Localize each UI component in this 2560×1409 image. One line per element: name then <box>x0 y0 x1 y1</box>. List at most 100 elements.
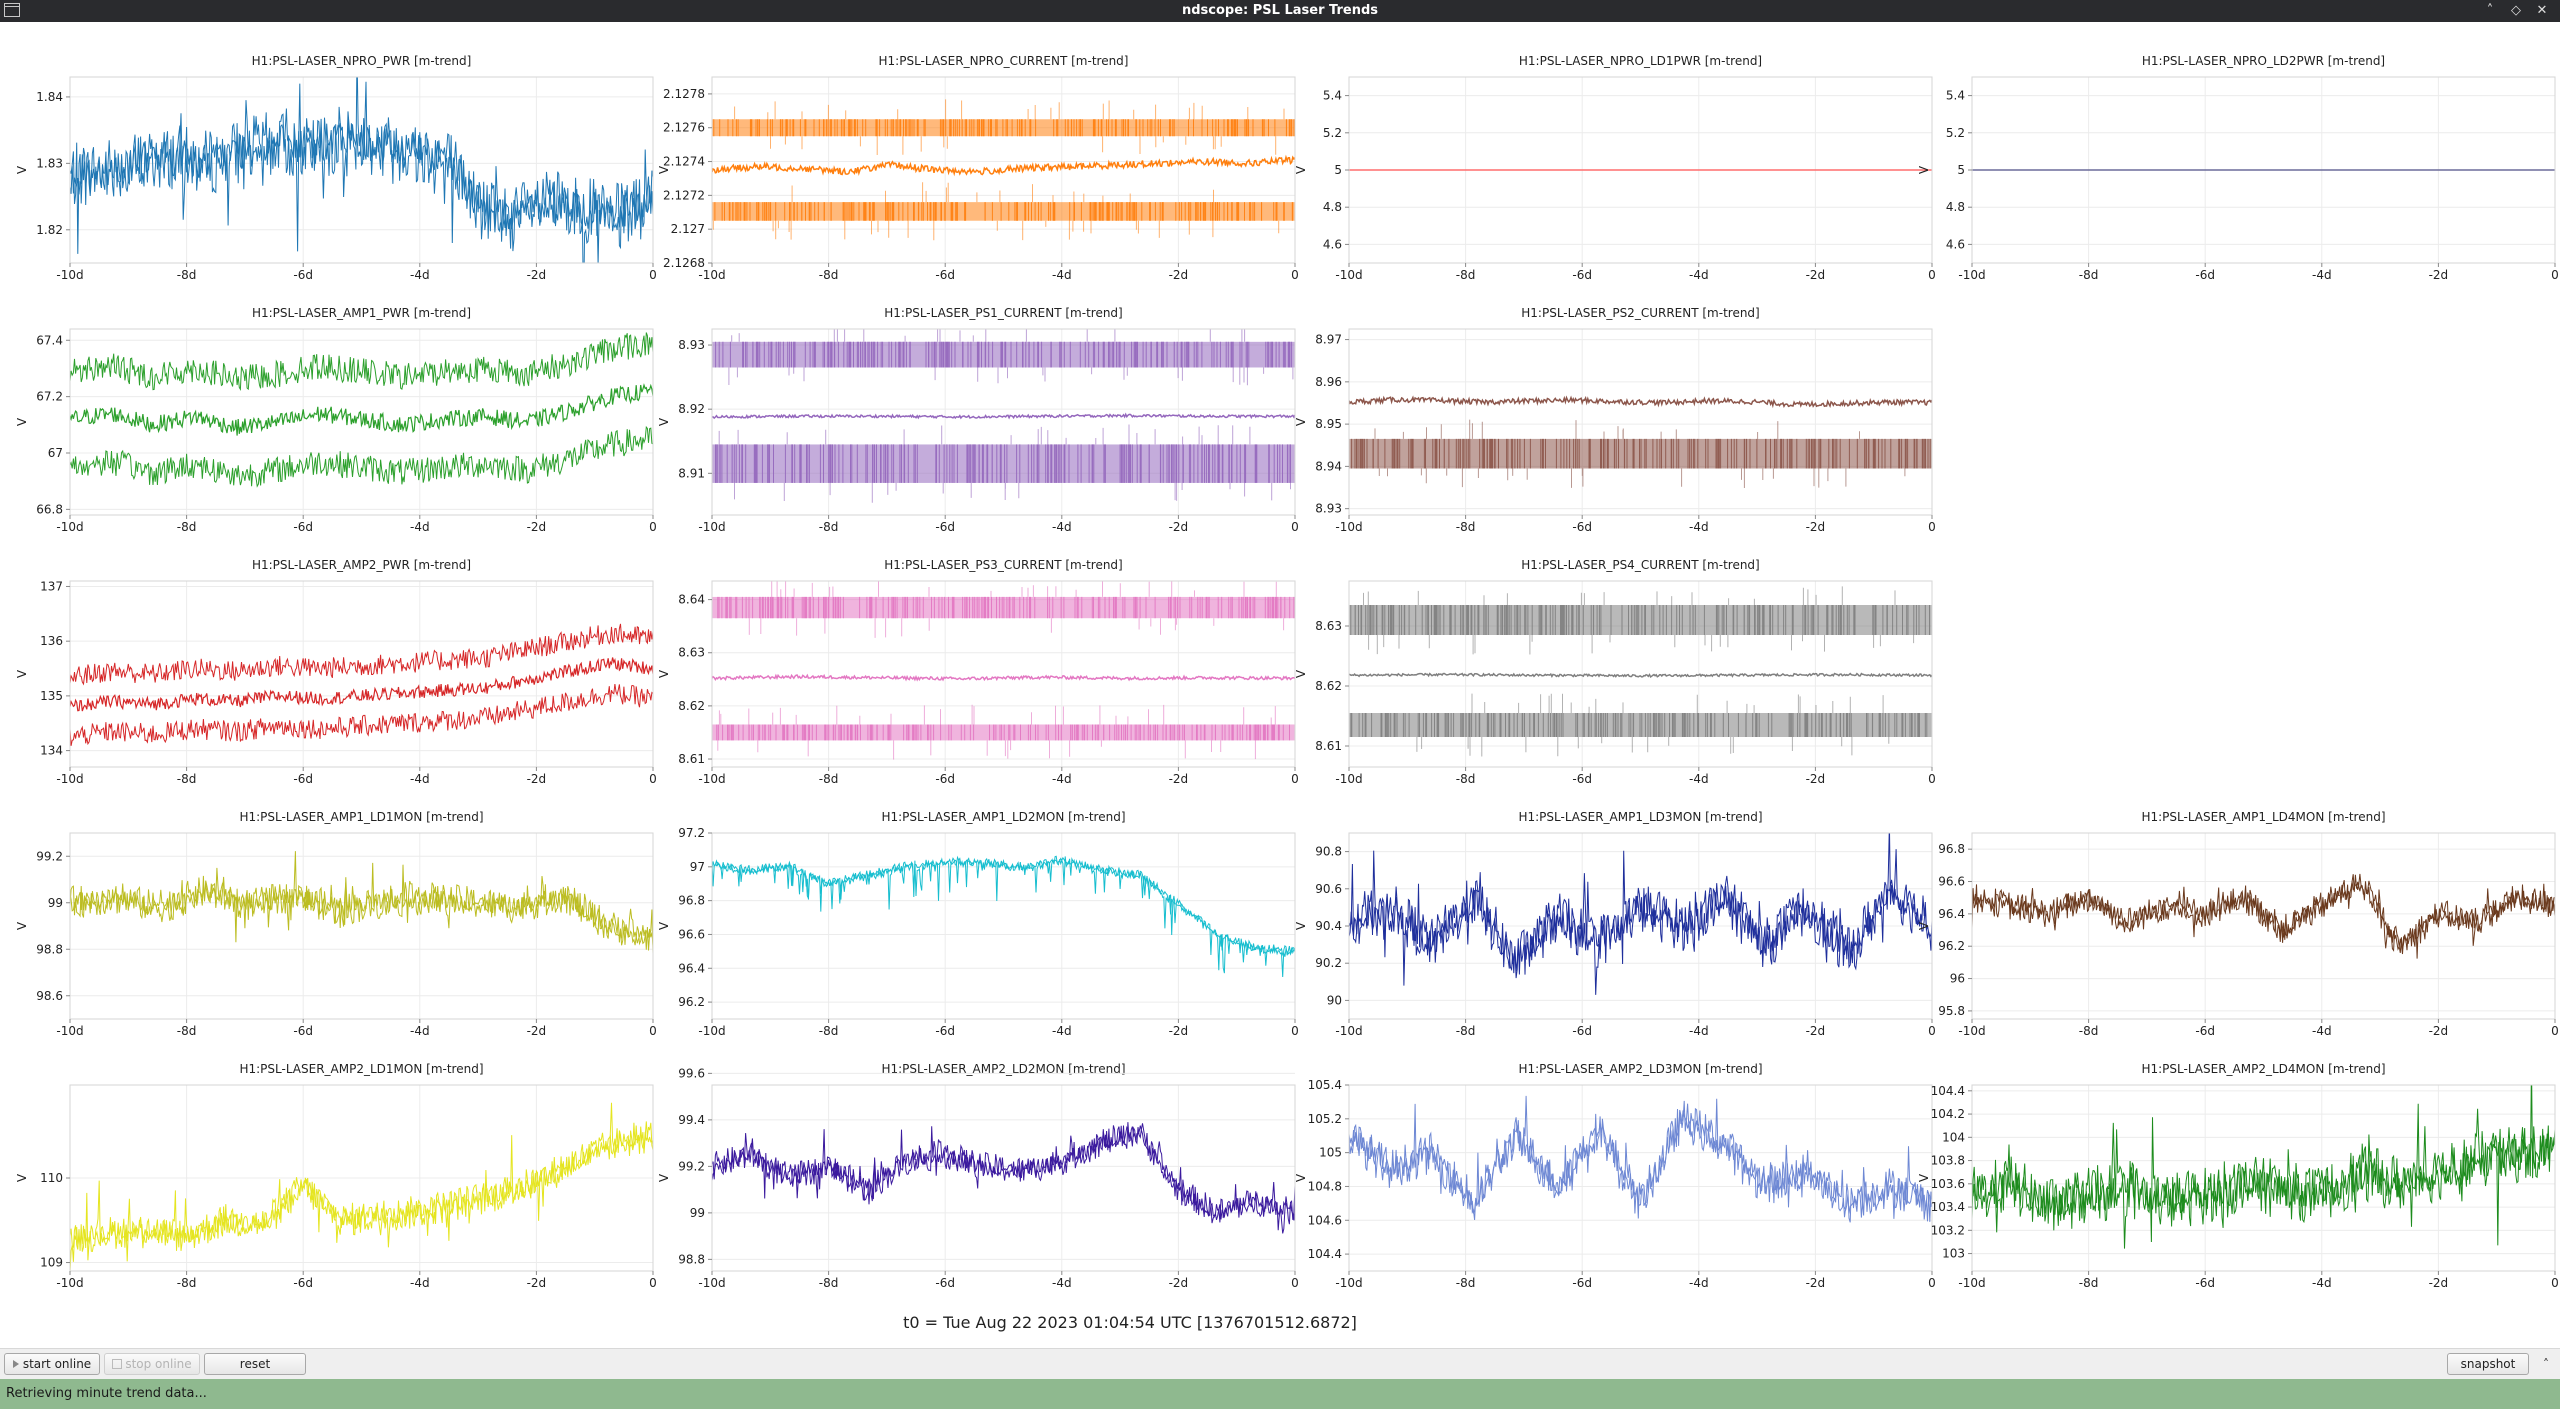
y-tick-label: 103 <box>1942 1247 1965 1261</box>
plot-grid[interactable]: H1:PSL-LASER_NPRO_PWR [m-trend] V 1.82 1.83… <box>0 22 2560 1312</box>
series-mean-line <box>712 154 1295 177</box>
x-tick-label: -10d <box>698 268 725 282</box>
x-tick-label: -2d <box>1806 268 1826 282</box>
y-tick-label: 67.4 <box>36 333 63 347</box>
x-tick-label: -2d <box>2429 1024 2449 1038</box>
plot-amp2_ld4mon[interactable]: H1:PSL-LASER_AMP2_LD4MON [m-trend] V 103 10… <box>1917 1062 2559 1290</box>
y-tick-label: 8.61 <box>1315 739 1342 753</box>
y-tick-label: 104.6 <box>1308 1213 1342 1227</box>
x-tick-label: 0 <box>1928 268 1936 282</box>
x-tick-label: -2d <box>527 520 547 534</box>
y-tick-label: 99.2 <box>678 1159 705 1173</box>
y-tick-label: 2.127 <box>671 222 705 236</box>
x-tick-label: -6d <box>935 1276 955 1290</box>
stop-online-button[interactable]: stop online <box>104 1353 200 1375</box>
y-tick-label: 104.4 <box>1308 1247 1342 1261</box>
plot-npro_current[interactable]: H1:PSL-LASER_NPRO_CURRENT [m-trend]V2.12… <box>657 54 1299 282</box>
y-tick-label: 1.84 <box>36 90 63 104</box>
plot-ps1_current[interactable]: H1:PSL-LASER_PS1_CURRENT [m-trend] V 8.91 8… <box>657 306 1299 534</box>
y-tick-label: 2.1274 <box>663 155 705 169</box>
series-max-line <box>70 332 653 391</box>
y-axis-label: V <box>657 669 671 678</box>
plot-ps2_current[interactable]: H1:PSL-LASER_PS2_CURRENT [m-trend] V 8.93 8… <box>1294 306 1936 534</box>
band-spikes <box>1374 419 1906 488</box>
x-tick-label: 0 <box>1291 1024 1299 1038</box>
plot-amp2_ld3mon[interactable]: H1:PSL-LASER_AMP2_LD3MON [m-trend] V 104.4… <box>1294 1062 1936 1290</box>
y-tick-label: 90.8 <box>1315 845 1342 859</box>
plot-amp1_ld3mon[interactable]: H1:PSL-LASER_AMP1_LD3MON [m-trend] V 90 90.… <box>1294 810 1936 1038</box>
x-tick-label: -8d <box>177 1276 197 1290</box>
y-tick-label: 8.63 <box>1315 619 1342 633</box>
series-group <box>1349 833 1932 995</box>
maximize-icon[interactable]: ◇ <box>2511 3 2521 18</box>
y-tick-label: 96.6 <box>678 927 705 941</box>
start-online-button[interactable]: start online <box>4 1353 100 1375</box>
x-tick-label: -8d <box>819 1024 839 1038</box>
x-tick-label: -10d <box>698 1024 725 1038</box>
x-tick-label: -2d <box>527 772 547 786</box>
x-tick-label: -2d <box>1806 772 1826 786</box>
snapshot-button[interactable]: snapshot <box>2447 1353 2529 1375</box>
y-axis-label: V <box>15 921 29 930</box>
chevron-up-icon[interactable]: ˄ <box>2543 1357 2549 1371</box>
series-group <box>712 855 1295 978</box>
x-tick-label: -4d <box>410 268 430 282</box>
series-group <box>70 332 653 488</box>
plot-amp1_pwr[interactable]: H1:PSL-LASER_AMP1_PWR [m-trend] V 66.8 67 67… <box>15 306 657 534</box>
plot-amp1_ld4mon[interactable]: H1:PSL-LASER_AMP1_LD4MON [m-trend] V 95.8 9… <box>1917 810 2559 1038</box>
plot-npro_pwr[interactable]: H1:PSL-LASER_NPRO_PWR [m-trend] V 1.82 1.83… <box>15 51 657 311</box>
x-tick-label: -2d <box>1169 1024 1189 1038</box>
x-tick-label: -4d <box>410 772 430 786</box>
series-line <box>70 77 653 263</box>
series-mean-line <box>1972 873 2555 953</box>
x-tick-label: -10d <box>1335 772 1362 786</box>
plot-npro_ld1pwr[interactable]: H1:PSL-LASER_NPRO_LD1PWR [m-trend] V 4.6 4.… <box>1294 54 1936 282</box>
app-icon[interactable] <box>4 3 20 17</box>
x-tick-label: -8d <box>1456 1276 1476 1290</box>
x-tick-label: -4d <box>1052 1024 1072 1038</box>
plot-ps3_current[interactable]: H1:PSL-LASER_PS3_CURRENT [m-trend] V 8.61 8… <box>657 558 1299 786</box>
x-tick-label: -8d <box>1456 1024 1476 1038</box>
y-tick-label: 67.2 <box>36 390 63 404</box>
plot-title: H1:PSL-LASER_AMP2_LD1MON [m-trend] <box>239 1062 483 1076</box>
y-axis-label: V <box>657 921 671 930</box>
y-tick-label: 97.2 <box>678 826 705 840</box>
reset-button[interactable]: reset <box>204 1353 306 1375</box>
plot-title: H1:PSL-LASER_AMP1_LD1MON [m-trend] <box>239 810 483 824</box>
series-group <box>712 329 1295 503</box>
y-tick-label: 5 <box>1334 163 1342 177</box>
y-tick-label: 5.4 <box>1323 89 1342 103</box>
y-axis-label: V <box>1917 165 1931 174</box>
y-tick-label: 104 <box>1942 1130 1965 1144</box>
y-tick-label: 103.8 <box>1931 1154 1965 1168</box>
series-min-line <box>70 684 653 746</box>
x-tick-label: -2d <box>1169 268 1189 282</box>
plot-npro_ld2pwr[interactable]: H1:PSL-LASER_NPRO_LD2PWR [m-trend] V 4.6 4.… <box>1917 54 2559 282</box>
close-icon[interactable]: ✕ <box>2536 3 2548 18</box>
y-tick-label: 8.93 <box>678 338 705 352</box>
plot-amp2_ld1mon[interactable]: H1:PSL-LASER_AMP2_LD1MON [m-trend] V 109 11… <box>15 1062 657 1290</box>
series-group <box>1972 873 2555 959</box>
plot-ps4_current[interactable]: H1:PSL-LASER_PS4_CURRENT [m-trend] V 8.61 8… <box>1294 558 1936 786</box>
y-axis-label: V <box>15 1173 29 1182</box>
x-tick-label: -6d <box>293 520 313 534</box>
band-ticks <box>715 341 1293 368</box>
plot-amp2_ld2mon[interactable]: H1:PSL-LASER_AMP2_LD2MON [m-trend] V 98.8 9… <box>657 1062 1299 1290</box>
plot-title: H1:PSL-LASER_PS2_CURRENT [m-trend] <box>1521 306 1759 320</box>
y-tick-label: 4.8 <box>1323 200 1342 214</box>
chevron-up-icon[interactable]: ˄ <box>2486 3 2494 18</box>
y-tick-label: 98.8 <box>678 1252 705 1266</box>
plot-amp2_pwr[interactable]: H1:PSL-LASER_AMP2_PWR [m-trend] V 134 135 13… <box>15 558 657 786</box>
y-tick-label: 96.4 <box>678 961 705 975</box>
plot-amp1_ld1mon[interactable]: H1:PSL-LASER_AMP1_LD1MON [m-trend] V 98.6 9… <box>15 810 657 1038</box>
plot-amp1_ld2mon[interactable]: H1:PSL-LASER_AMP1_LD2MON [m-trend] V 96.2 9… <box>657 810 1299 1038</box>
plot-frame <box>1348 328 1933 516</box>
y-tick-label: 90.6 <box>1315 882 1342 896</box>
snapshot-label: snapshot <box>2460 1357 2516 1371</box>
y-tick-label: 99.6 <box>678 1066 705 1080</box>
y-tick-label: 135 <box>40 689 63 703</box>
series-mean-line <box>70 867 653 946</box>
x-tick-label: -2d <box>2429 268 2449 282</box>
y-tick-label: 96.8 <box>678 894 705 908</box>
series-mean-line <box>70 383 653 436</box>
